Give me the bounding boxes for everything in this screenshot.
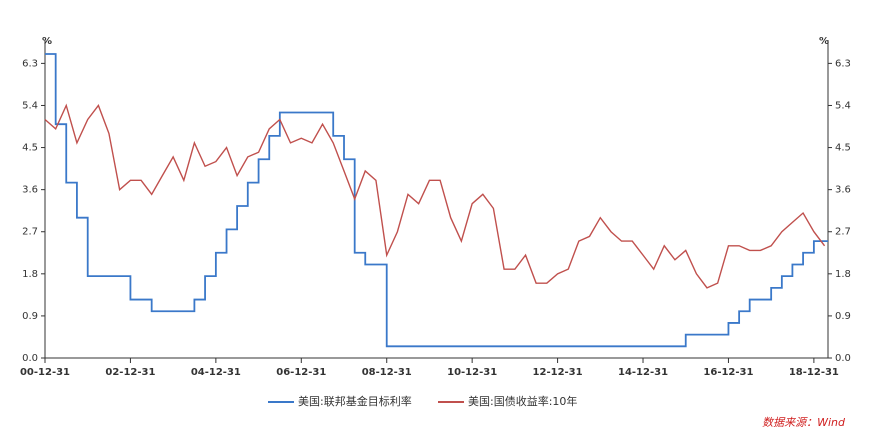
y-tick-label: 5.4 bbox=[22, 100, 38, 111]
y-tick-label: 0.9 bbox=[22, 311, 38, 322]
x-tick-label: 10-12-31 bbox=[447, 367, 497, 378]
y2-tick-label: 1.8 bbox=[835, 269, 851, 280]
x-tick-label: 18-12-31 bbox=[789, 367, 839, 378]
legend-label: 美国:联邦基金目标利率 bbox=[298, 394, 412, 408]
y-tick-label: 0.0 bbox=[22, 353, 38, 364]
y2-tick-label: 0.0 bbox=[835, 353, 851, 364]
x-tick-label: 12-12-31 bbox=[533, 367, 583, 378]
y2-tick-label: 6.3 bbox=[835, 58, 851, 69]
y-tick-label: 3.6 bbox=[22, 185, 38, 196]
y2-tick-label: 4.5 bbox=[835, 143, 851, 154]
source-note: 数据来源：Wind bbox=[762, 416, 846, 429]
x-tick-label: 04-12-31 bbox=[191, 367, 241, 378]
legend-label: 美国:国债收益率:10年 bbox=[468, 394, 577, 408]
y2-tick-label: 2.7 bbox=[835, 227, 851, 238]
y-tick-label: 1.8 bbox=[22, 269, 38, 280]
series-line bbox=[44, 103, 826, 289]
x-tick-label: 02-12-31 bbox=[105, 367, 155, 378]
y2-tick-label: 0.9 bbox=[835, 311, 851, 322]
series-line bbox=[45, 53, 828, 348]
y-unit: % bbox=[42, 36, 52, 47]
x-tick-label: 08-12-31 bbox=[362, 367, 412, 378]
y2-tick-label: 5.4 bbox=[835, 100, 851, 111]
y2-tick-label: 3.6 bbox=[835, 185, 851, 196]
y-tick-label: 4.5 bbox=[22, 143, 38, 154]
y-tick-label: 2.7 bbox=[22, 227, 38, 238]
x-tick-label: 16-12-31 bbox=[703, 367, 753, 378]
x-tick-label: 00-12-31 bbox=[20, 367, 70, 378]
x-tick-label: 06-12-31 bbox=[276, 367, 326, 378]
x-tick-label: 14-12-31 bbox=[618, 367, 668, 378]
y-tick-label: 6.3 bbox=[22, 58, 38, 69]
y2-unit: % bbox=[819, 36, 829, 47]
